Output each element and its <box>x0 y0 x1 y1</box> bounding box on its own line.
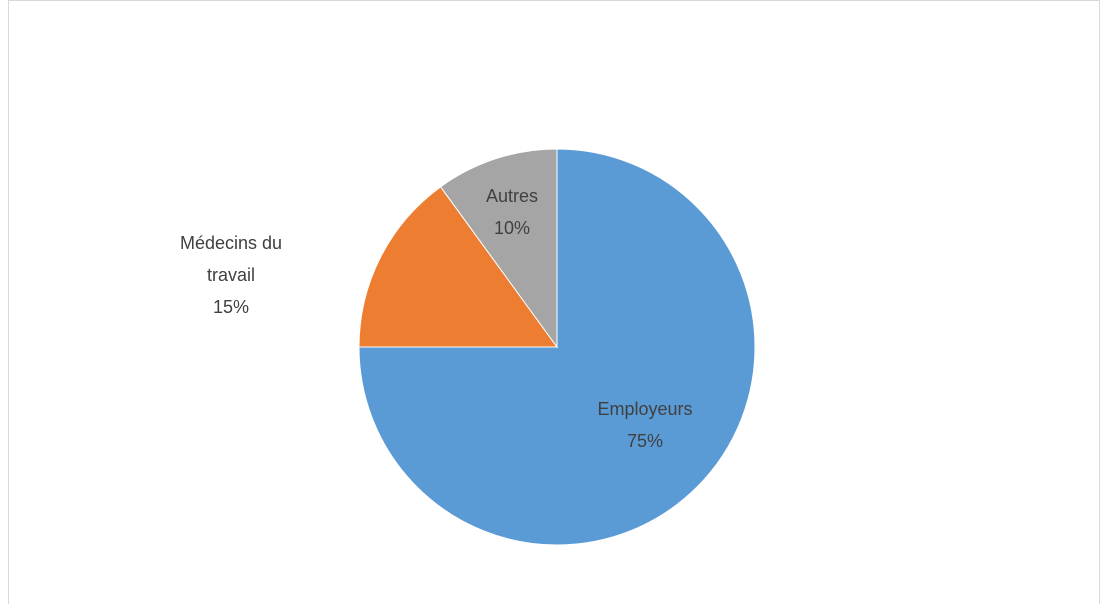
slice-category: Employeurs <box>597 399 693 419</box>
slice-label: Employeurs 75% <box>570 393 720 457</box>
slice-percent: 15% <box>212 297 250 317</box>
slice-label: Autres 10% <box>437 180 587 244</box>
pie-slice <box>358 186 558 348</box>
pie-slice <box>439 148 558 349</box>
slice-percent: 10% <box>493 218 531 238</box>
slice-category: Médecins du travail <box>179 233 283 285</box>
slice-label: Médecins du travail 15% <box>156 227 306 323</box>
pie-slice <box>358 148 756 546</box>
slice-percent: 75% <box>626 431 664 451</box>
slice-category: Autres <box>485 186 539 206</box>
